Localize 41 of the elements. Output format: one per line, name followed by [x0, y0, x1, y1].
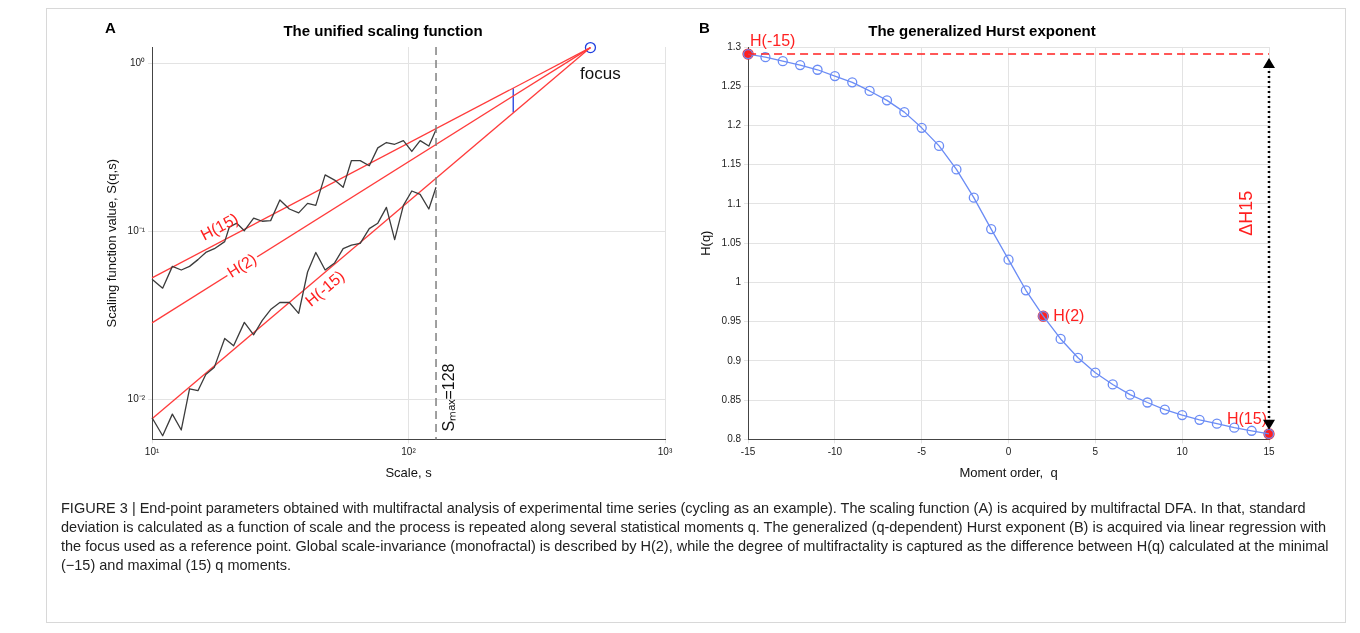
- y-tick-label: 1.15: [721, 158, 742, 170]
- x-tick-label: 10³: [657, 446, 673, 458]
- ref-line-label: Sₘₐₓ=128: [440, 363, 458, 432]
- y-tick-label: 10⁻²: [127, 393, 146, 405]
- y-tick-label: 10⁻¹: [127, 225, 146, 237]
- x-tick-label: -15: [740, 446, 756, 458]
- text: B: [699, 18, 710, 36]
- y-tick-label: 0.8: [727, 433, 742, 445]
- annotation: H(2): [224, 249, 260, 281]
- x-tick-label: 10: [1176, 446, 1189, 458]
- x-tick-label: 15: [1263, 446, 1275, 458]
- y-tick-label: 0.85: [721, 393, 742, 405]
- y-tick-label: 1: [735, 276, 742, 288]
- x-tick-label: 10¹: [144, 446, 160, 458]
- y-tick-label: 0.9: [727, 354, 742, 366]
- text: A: [105, 18, 116, 36]
- annotation: H(2): [1053, 306, 1085, 324]
- x-tick-label: 10²: [401, 446, 417, 458]
- x-tick-label: -5: [917, 446, 927, 458]
- x-tick-label: 5: [1092, 446, 1099, 458]
- chart-title: The unified scaling function: [283, 22, 483, 40]
- y-tick-label: 0.95: [721, 315, 742, 327]
- x-tick-label: -10: [827, 446, 843, 458]
- annotation: H(15): [1226, 410, 1267, 428]
- y-tick-label: 1.25: [721, 79, 742, 91]
- x-axis-title: Moment order, q: [959, 464, 1058, 480]
- y-tick-label: 1.2: [727, 119, 742, 131]
- x-tick-label: 0: [1005, 446, 1012, 458]
- y-axis-title: H(q): [698, 230, 714, 256]
- y-tick-label: 1.05: [721, 236, 742, 248]
- series-label: focus: [580, 63, 621, 83]
- x-axis-title: Scale, s: [385, 464, 433, 480]
- caption: FIGURE 3 | End-point parameters obtained with multifractal analysis of experimental time series (cycling as an example). The scaling function (A) is acquired by multifractal DFA. In that, standard deviation is calculated as a function of scale and the process is repeated along several statistical moments q. The generalized (q-dependent) Hurst exponent (B) is acquired via linear regression with the focus used as a reference point. Global scale-invariance (monofractal) is described by H(2), while the degree of multifractality is captured as the difference between H(q) calculated at the minimal (−15) and maximal (15) q moments.: [61, 499, 1330, 575]
- annotation: H(15): [197, 209, 241, 244]
- y-axis-title: Scaling function value, S(q,s): [104, 159, 120, 328]
- chart-title: The generalized Hurst exponent: [868, 22, 1096, 40]
- y-tick-label: 10⁰: [129, 57, 146, 69]
- annotation: H(-15): [750, 32, 796, 50]
- y-tick-label: 1.3: [727, 40, 742, 52]
- y-tick-label: 1.1: [727, 197, 742, 209]
- annotation: ΔH15: [1235, 190, 1256, 236]
